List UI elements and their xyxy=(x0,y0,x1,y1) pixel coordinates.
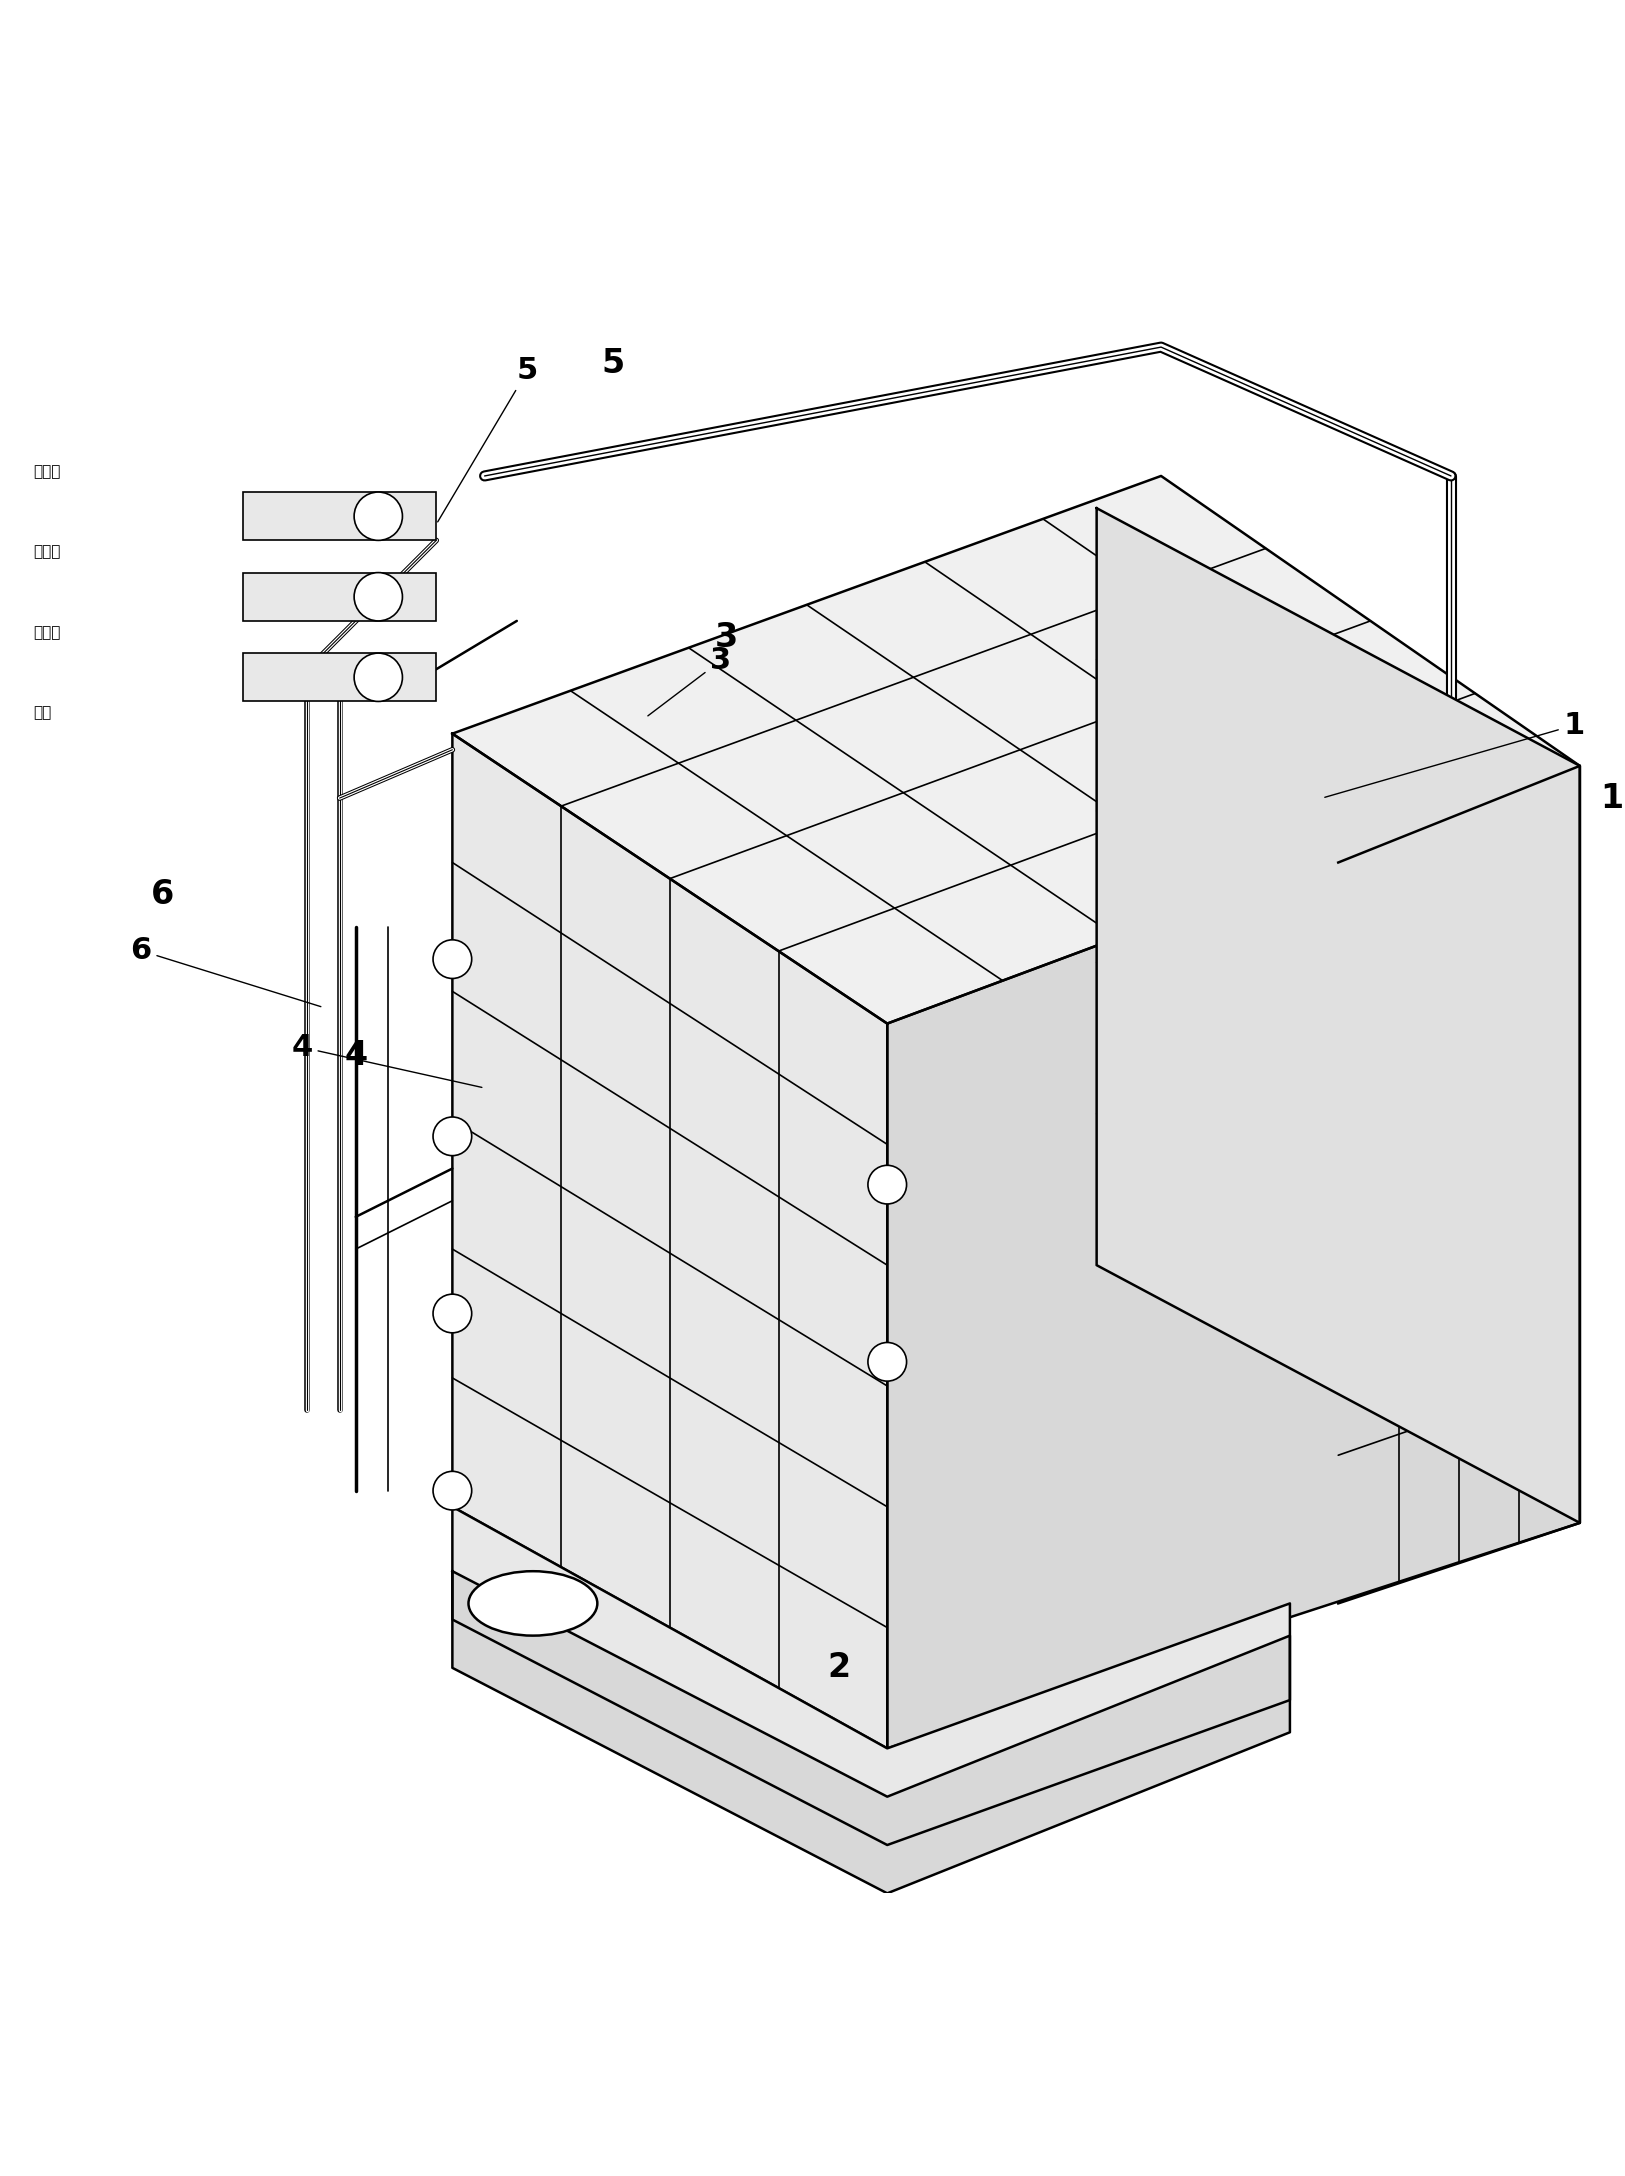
Circle shape xyxy=(354,572,403,620)
Circle shape xyxy=(354,653,403,701)
Bar xyxy=(244,492,436,540)
Text: 6: 6 xyxy=(130,936,320,1007)
Circle shape xyxy=(868,1343,907,1382)
Polygon shape xyxy=(887,766,1580,1747)
Circle shape xyxy=(432,1471,471,1510)
Circle shape xyxy=(354,492,403,540)
Text: 2: 2 xyxy=(838,1734,860,1819)
Text: 6: 6 xyxy=(151,879,174,912)
Polygon shape xyxy=(1097,509,1580,1523)
Text: 5: 5 xyxy=(437,357,538,522)
Polygon shape xyxy=(452,477,1580,1023)
Ellipse shape xyxy=(468,1571,598,1636)
Polygon shape xyxy=(452,733,887,1747)
Circle shape xyxy=(432,940,471,979)
Circle shape xyxy=(432,1116,471,1155)
Text: 1: 1 xyxy=(1601,781,1623,814)
Bar xyxy=(244,653,436,701)
Circle shape xyxy=(432,1295,471,1334)
Bar xyxy=(244,572,436,620)
Text: 清洗液: 清洗液 xyxy=(34,544,62,559)
Polygon shape xyxy=(452,1506,1290,1845)
Text: 3: 3 xyxy=(648,646,731,716)
Text: 5: 5 xyxy=(601,346,626,379)
Text: 4: 4 xyxy=(344,1040,367,1073)
Text: 2: 2 xyxy=(827,1652,850,1684)
Text: 1: 1 xyxy=(1324,712,1584,796)
Text: 4: 4 xyxy=(291,1034,483,1088)
Text: 滋射机: 滋射机 xyxy=(34,625,62,640)
Text: 3: 3 xyxy=(715,620,738,653)
Polygon shape xyxy=(452,1571,1290,1893)
Text: 入口: 入口 xyxy=(34,705,52,720)
Circle shape xyxy=(868,1166,907,1203)
Text: 滋射液: 滋射液 xyxy=(34,463,62,479)
